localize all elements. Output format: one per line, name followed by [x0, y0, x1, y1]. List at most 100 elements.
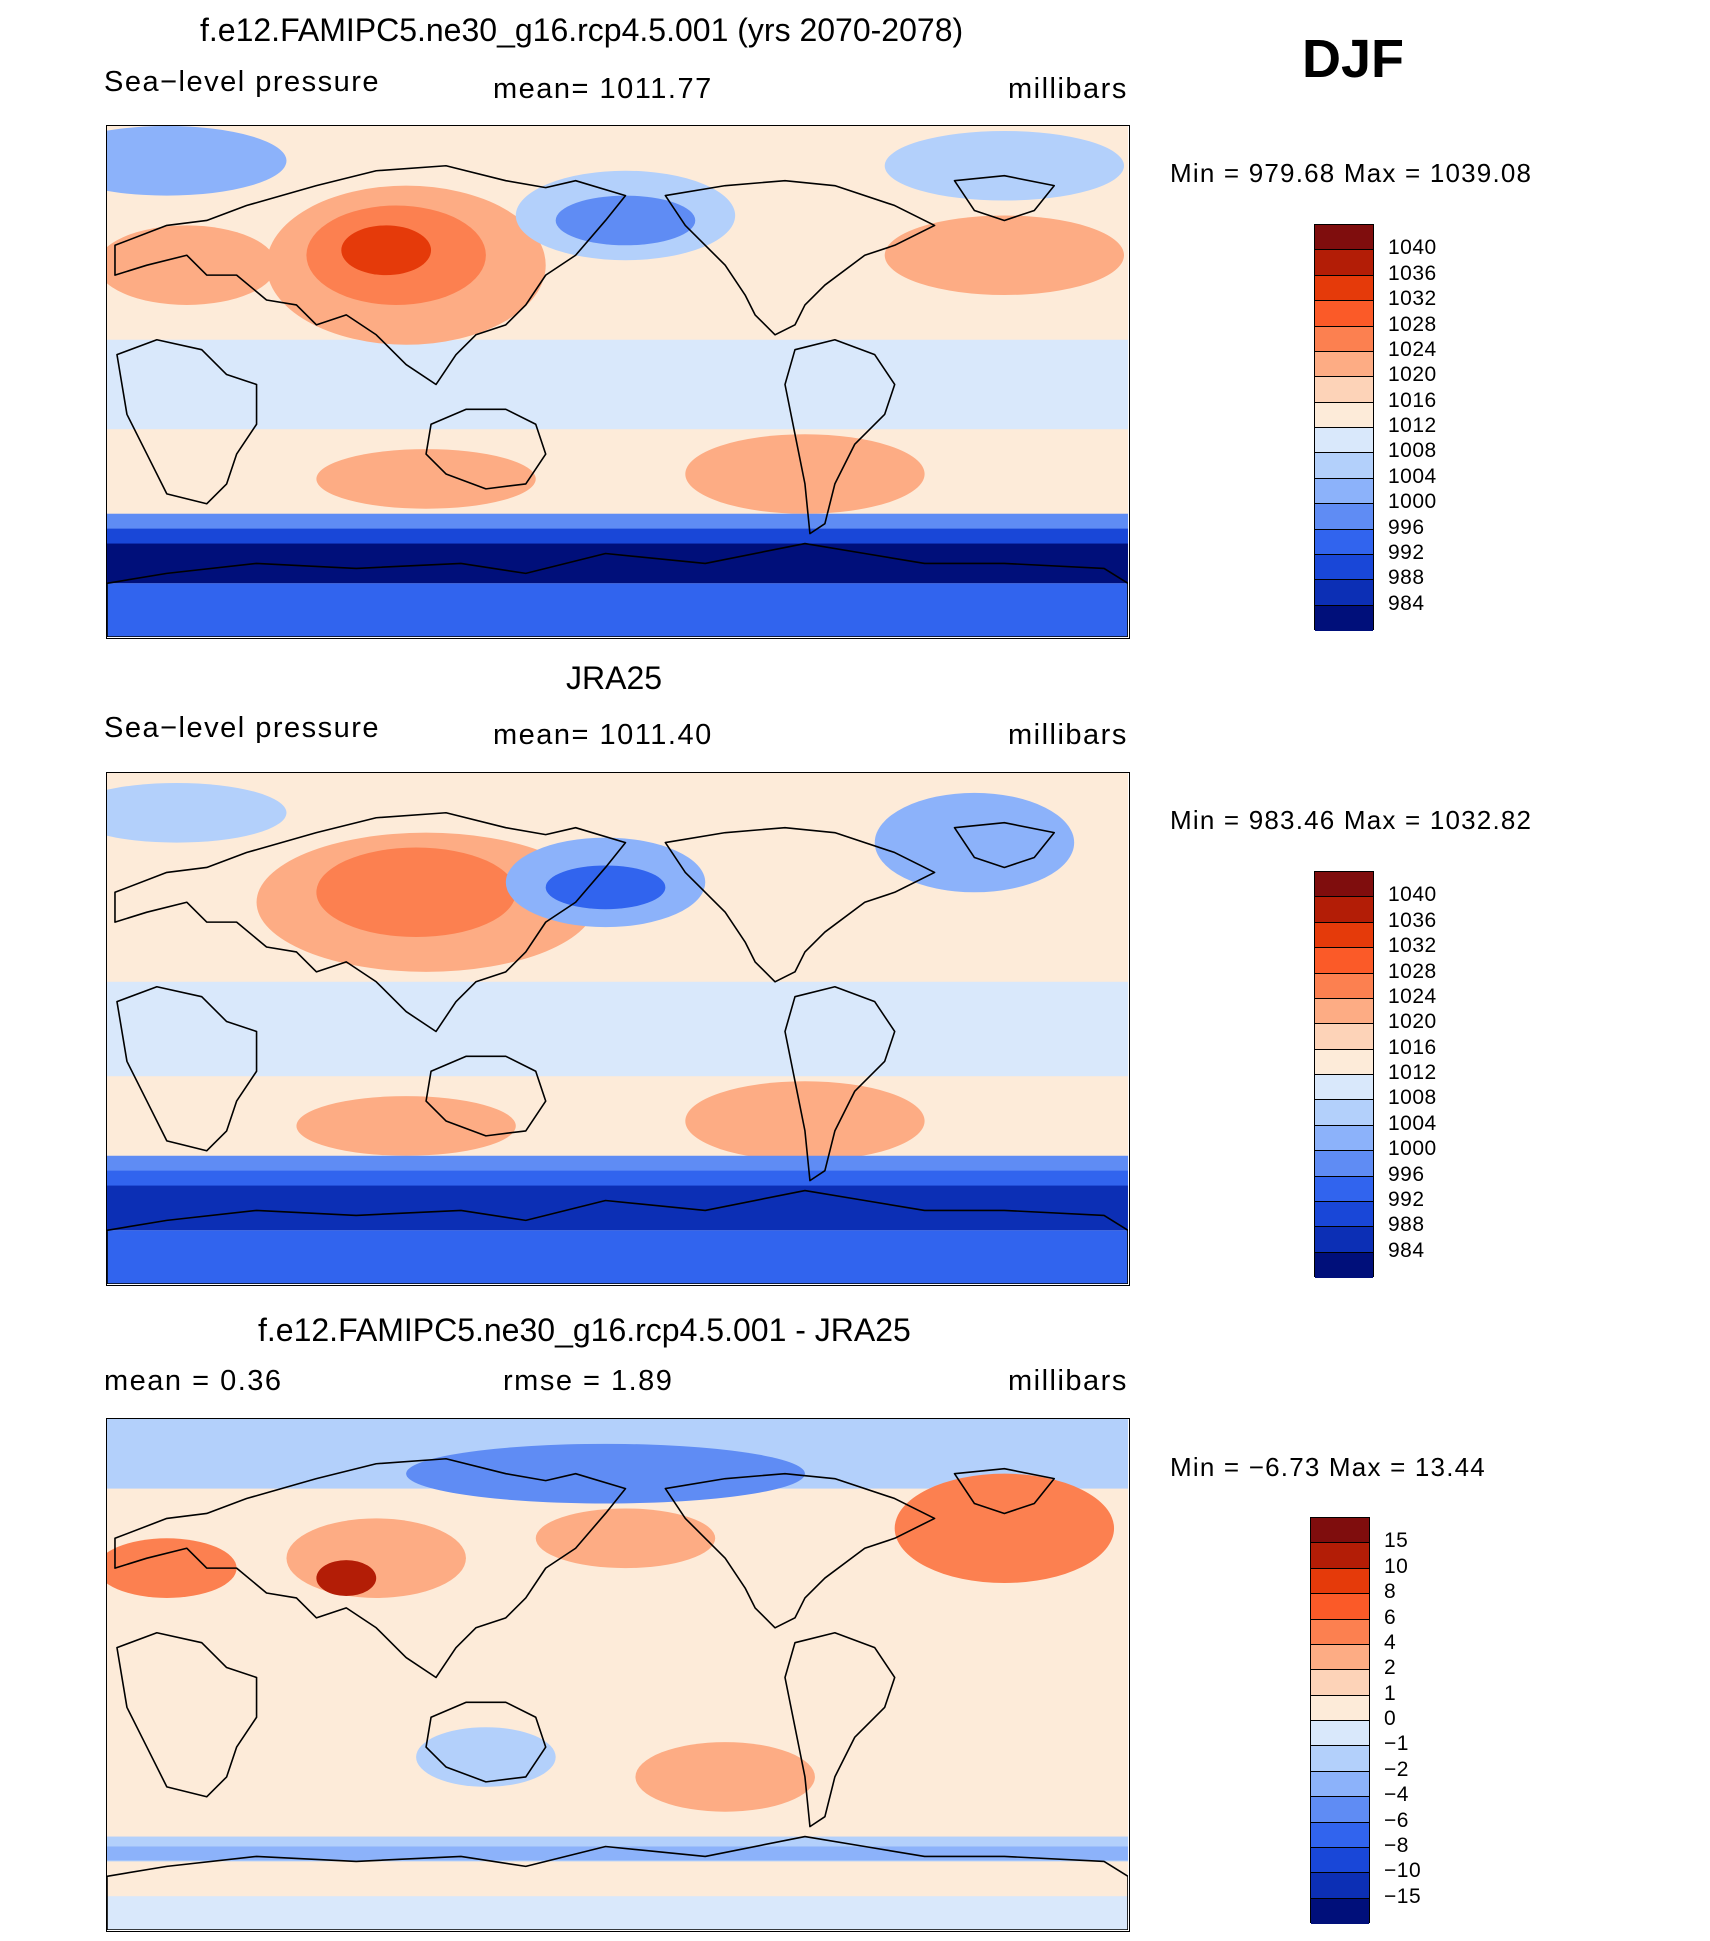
colorbar-swatch [1315, 402, 1373, 428]
coastline [425, 408, 547, 490]
colorbar-label: 992 [1388, 540, 1425, 564]
colorbar-swatch [1311, 1695, 1369, 1721]
colorbar-swatch [1315, 504, 1373, 530]
colorbar-swatch [1315, 478, 1373, 505]
panel1-variable-label: Sea−level pressure [104, 66, 381, 98]
colorbar-label: 1032 [1388, 934, 1437, 958]
panel1-minmax: Min = 979.68 Max = 1039.08 [1170, 158, 1533, 188]
panel3-colorbar [1310, 1517, 1370, 1924]
panel3-map [106, 1418, 1130, 1932]
panel3-minmax: Min = −6.73 Max = 13.44 [1170, 1452, 1486, 1482]
colorbar-swatch [1311, 1619, 1369, 1645]
panel2-variable-label: Sea−level pressure [104, 712, 381, 744]
colorbar-swatch [1315, 948, 1373, 974]
colorbar-label: 1004 [1388, 464, 1437, 488]
colorbar-swatch [1311, 1518, 1369, 1544]
season-label: DJF [1302, 29, 1405, 89]
panel1-units-label: millibars [1008, 73, 1128, 105]
colorbar-label: 0 [1384, 1707, 1397, 1730]
colorbar-label: 8 [1384, 1580, 1397, 1604]
panel3-units-label: millibars [1008, 1365, 1128, 1397]
colorbar-swatch [1315, 351, 1373, 378]
colorbar-label: 1028 [1388, 312, 1437, 336]
colorbar-label: −8 [1384, 1833, 1409, 1857]
colorbar-swatch [1311, 1797, 1369, 1823]
panel1-colorbar [1314, 224, 1374, 631]
colorbar-label: 996 [1388, 1162, 1425, 1186]
colorbar-label: 15 [1384, 1529, 1409, 1553]
colorbar-swatch [1315, 275, 1373, 302]
colorbar-swatch [1315, 1252, 1373, 1278]
coastline [664, 826, 936, 983]
colorbar-label: 1008 [1388, 439, 1437, 463]
coastline [107, 1189, 1128, 1284]
colorbar-label: 1012 [1388, 414, 1437, 437]
panel2-map [106, 772, 1130, 1286]
colorbar-label: 1040 [1388, 236, 1437, 260]
coastline [425, 1055, 547, 1137]
coastline [784, 1631, 896, 1828]
colorbar-label: 1008 [1388, 1086, 1437, 1110]
colorbar-swatch [1315, 326, 1373, 352]
colorbar-swatch [1315, 1201, 1373, 1228]
coastline [114, 1457, 627, 1679]
panel1-title: f.e12.FAMIPC5.ne30_g16.rcp4.5.001 (yrs 2… [200, 12, 964, 48]
colorbar-label: 1000 [1388, 1137, 1437, 1161]
colorbar-swatch [1315, 554, 1373, 581]
colorbar-swatch [1315, 453, 1373, 479]
colorbar-swatch [1311, 1568, 1369, 1595]
panel2-minmax: Min = 983.46 Max = 1032.82 [1170, 805, 1533, 835]
colorbar-label: 10 [1384, 1554, 1409, 1578]
panel1-mean-label: mean= 1011.77 [493, 73, 713, 105]
colorbar-swatch [1311, 1594, 1369, 1620]
colorbar-label: 988 [1388, 1213, 1425, 1237]
panel3-mean-label: mean = 0.36 [104, 1365, 283, 1397]
panel3-rmse-label: rmse = 1.89 [503, 1365, 674, 1397]
coastline [425, 1701, 547, 1783]
colorbar-label: 1020 [1388, 363, 1437, 387]
coastline [107, 1835, 1128, 1930]
colorbar-swatch [1315, 377, 1373, 403]
colorbar-swatch [1315, 922, 1373, 949]
colorbar-label: 1016 [1388, 388, 1437, 412]
coastline [784, 985, 896, 1182]
coastline [114, 164, 627, 386]
colorbar-label: 1000 [1388, 490, 1437, 514]
colorbar-swatch [1315, 225, 1373, 251]
colorbar-label: −2 [1384, 1757, 1409, 1781]
colorbar-swatch [1311, 1898, 1369, 1924]
panel3-title: f.e12.FAMIPC5.ne30_g16.rcp4.5.001 - JRA2… [258, 1312, 911, 1348]
colorbar-swatch [1315, 605, 1373, 631]
colorbar-swatch [1315, 1024, 1373, 1050]
colorbar-swatch [1315, 250, 1373, 276]
colorbar-swatch [1311, 1771, 1369, 1798]
coastline [107, 542, 1128, 637]
coastline [953, 1467, 1056, 1515]
coastline [664, 179, 936, 336]
colorbar-swatch [1315, 1100, 1373, 1126]
panel2-colorbar [1314, 871, 1374, 1278]
coastline [784, 338, 896, 535]
colorbar-swatch [1315, 872, 1373, 898]
colorbar-swatch [1315, 580, 1373, 606]
colorbar-swatch [1311, 1873, 1369, 1899]
coastline [664, 1472, 936, 1629]
panel2-mean-label: mean= 1011.40 [493, 719, 713, 751]
colorbar-label: 6 [1384, 1605, 1397, 1629]
colorbar-label: 1036 [1388, 908, 1437, 932]
colorbar-label: −4 [1384, 1783, 1409, 1807]
colorbar-label: 1036 [1388, 261, 1437, 285]
colorbar-label: 984 [1388, 1238, 1425, 1262]
colorbar-label: 1032 [1388, 287, 1437, 311]
colorbar-swatch [1311, 1644, 1369, 1671]
colorbar-swatch [1311, 1822, 1369, 1848]
colorbar-swatch [1315, 1227, 1373, 1253]
colorbar-label: 4 [1384, 1630, 1397, 1654]
colorbar-label: 1040 [1388, 883, 1437, 907]
colorbar-label: 1020 [1388, 1010, 1437, 1034]
panel2-title: JRA25 [566, 660, 663, 696]
colorbar-swatch [1315, 1049, 1373, 1075]
colorbar-label: −15 [1384, 1884, 1422, 1908]
colorbar-swatch [1315, 1176, 1373, 1202]
coastline [953, 174, 1056, 222]
